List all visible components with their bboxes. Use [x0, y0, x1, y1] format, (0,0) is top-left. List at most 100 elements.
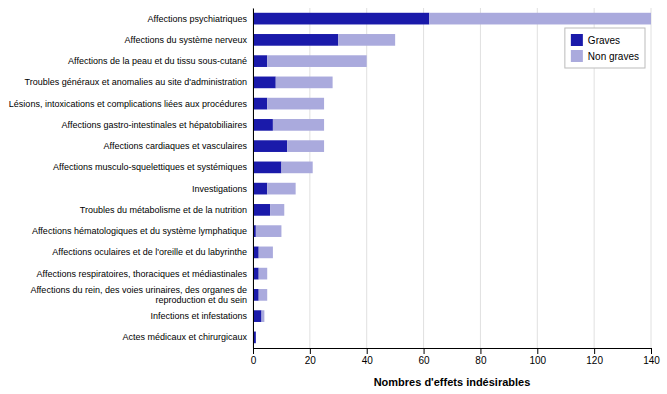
x-tick: 40 [362, 348, 374, 366]
y-tick: Investigations [192, 184, 248, 194]
bar [259, 268, 268, 280]
y-tick-label: Affections de la peau et du tissu sous-c… [68, 56, 247, 66]
bar [253, 77, 276, 89]
x-tick: 100 [529, 348, 546, 366]
y-tick-label: Actes médicaux et chirurgicaux [122, 332, 247, 342]
y-tick-label-line: Affections gastro-intestinales et hépato… [62, 120, 248, 130]
y-tick: Affections gastro-intestinales et hépato… [62, 120, 248, 130]
x-tick: 140 [643, 348, 660, 366]
y-tick-label-line: Affections oculaires et de l'oreille et … [52, 247, 247, 257]
bar [267, 98, 324, 110]
bar [276, 77, 333, 89]
x-axis-title: Nombres d'effets indésirables [374, 376, 531, 388]
x-tick-mark [253, 348, 254, 354]
y-tick-label-line: Actes médicaux et chirurgicaux [122, 332, 247, 342]
x-tick-label: 80 [475, 355, 487, 366]
bar [255, 332, 256, 344]
x-tick: 0 [251, 348, 257, 366]
bars [253, 13, 651, 343]
x-tick-mark [310, 348, 311, 354]
y-tick: Infections et infestations [150, 311, 247, 321]
grid-line [480, 8, 481, 348]
y-tick: Actes médicaux et chirurgicaux [122, 332, 247, 342]
bar [429, 13, 651, 25]
bar [253, 98, 267, 110]
bar [253, 162, 281, 174]
y-tick-label: Affections oculaires et de l'oreille et … [52, 247, 247, 257]
x-tick-label: 20 [305, 355, 317, 366]
y-tick: Troubles du métabolisme et de la nutriti… [80, 205, 247, 215]
bar [253, 13, 429, 25]
x-axis: 020406080100120140 [251, 348, 661, 366]
y-tick-label-line: Affections musculo-squelettiques et syst… [53, 162, 247, 172]
y-tick-label-line: Affections psychiatriques [148, 14, 248, 24]
y-tick-label: Affections musculo-squelettiques et syst… [53, 162, 247, 172]
y-tick-label: Troubles généraux et anomalies au site d… [24, 77, 247, 87]
chart-container: 020406080100120140Actes médicaux et chir… [0, 0, 667, 394]
bar [270, 204, 284, 216]
y-tick-label-line: Infections et infestations [150, 311, 247, 321]
bar [267, 55, 367, 67]
y-tick-label-line: Affections hématologiques et du système … [32, 226, 247, 236]
y-tick: Lésions, intoxications et complications … [9, 99, 248, 109]
bar [253, 34, 338, 46]
grid-line [423, 8, 424, 348]
y-tick-label-line: Affections respiratoires, thoraciques et… [37, 269, 248, 279]
bar-series [253, 13, 429, 343]
bar [262, 310, 265, 322]
bar [253, 204, 270, 216]
bar [253, 183, 267, 195]
y-tick: Affections du rein, des voies urinaires,… [31, 285, 247, 305]
bar [253, 55, 267, 67]
y-tick-label-line: Troubles généraux et anomalies au site d… [24, 77, 247, 87]
y-tick: Affections oculaires et de l'oreille et … [52, 247, 247, 257]
y-tick-label-line: reproduction et du sein [155, 295, 247, 305]
y-axis: Actes médicaux et chirurgicaux Infections… [9, 9, 254, 349]
y-tick-label-line: Lésions, intoxications et complications … [9, 99, 248, 109]
grid [253, 8, 651, 348]
legend-frame [565, 28, 645, 68]
y-tick-label: Affections du système nerveux [125, 35, 248, 45]
grid-line [537, 8, 538, 348]
y-tick-label-line: Affections cardiaques et vasculaires [104, 141, 248, 151]
legend-label: Graves [588, 35, 620, 46]
y-axis-line [253, 9, 254, 349]
y-tick-label-line: Affections de la peau et du tissu sous-c… [68, 56, 247, 66]
x-tick-mark [367, 348, 368, 354]
y-tick-label: Affections du rein, des voies urinaires,… [31, 285, 247, 305]
legend-swatch [571, 34, 583, 46]
bar [273, 119, 324, 131]
legend-item: Non graves [571, 50, 639, 62]
y-tick: Affections musculo-squelettiques et syst… [53, 162, 247, 172]
grid-line [651, 8, 652, 348]
y-tick-label-line: Investigations [192, 184, 248, 194]
legend-label: Non graves [588, 51, 639, 62]
y-tick: Troubles généraux et anomalies au site d… [24, 77, 247, 87]
y-tick: Affections cardiaques et vasculaires [104, 141, 248, 151]
grid-line [253, 8, 254, 348]
legend-item: Graves [571, 34, 620, 46]
y-tick-label: Affections cardiaques et vasculaires [104, 141, 248, 151]
y-tick-label: Affections psychiatriques [148, 14, 248, 24]
y-tick: Affections respiratoires, thoraciques et… [37, 269, 248, 279]
x-tick-mark [480, 348, 481, 354]
bar [281, 162, 312, 174]
y-tick: Affections du système nerveux [125, 35, 248, 45]
y-tick-label-line: Troubles du métabolisme et de la nutriti… [80, 205, 247, 215]
plot-area: 020406080100120140Actes médicaux et chir… [9, 8, 660, 366]
x-tick-mark [424, 348, 425, 354]
x-tick: 60 [419, 348, 431, 366]
bar [253, 119, 273, 131]
chart-svg: 020406080100120140Actes médicaux et chir… [0, 0, 667, 394]
bar [253, 310, 262, 322]
x-tick-label: 100 [529, 355, 546, 366]
bar [287, 140, 324, 152]
x-tick-label: 140 [643, 355, 660, 366]
bar [267, 183, 295, 195]
y-tick-label-line: Affections du rein, des voies urinaires,… [31, 285, 247, 295]
y-tick-label: Infections et infestations [150, 311, 247, 321]
y-tick-label: Affections respiratoires, thoraciques et… [37, 269, 248, 279]
x-tick: 20 [305, 348, 317, 366]
y-tick: Affections hématologiques et du système … [32, 226, 247, 236]
y-tick-label: Affections hématologiques et du système … [32, 226, 247, 236]
